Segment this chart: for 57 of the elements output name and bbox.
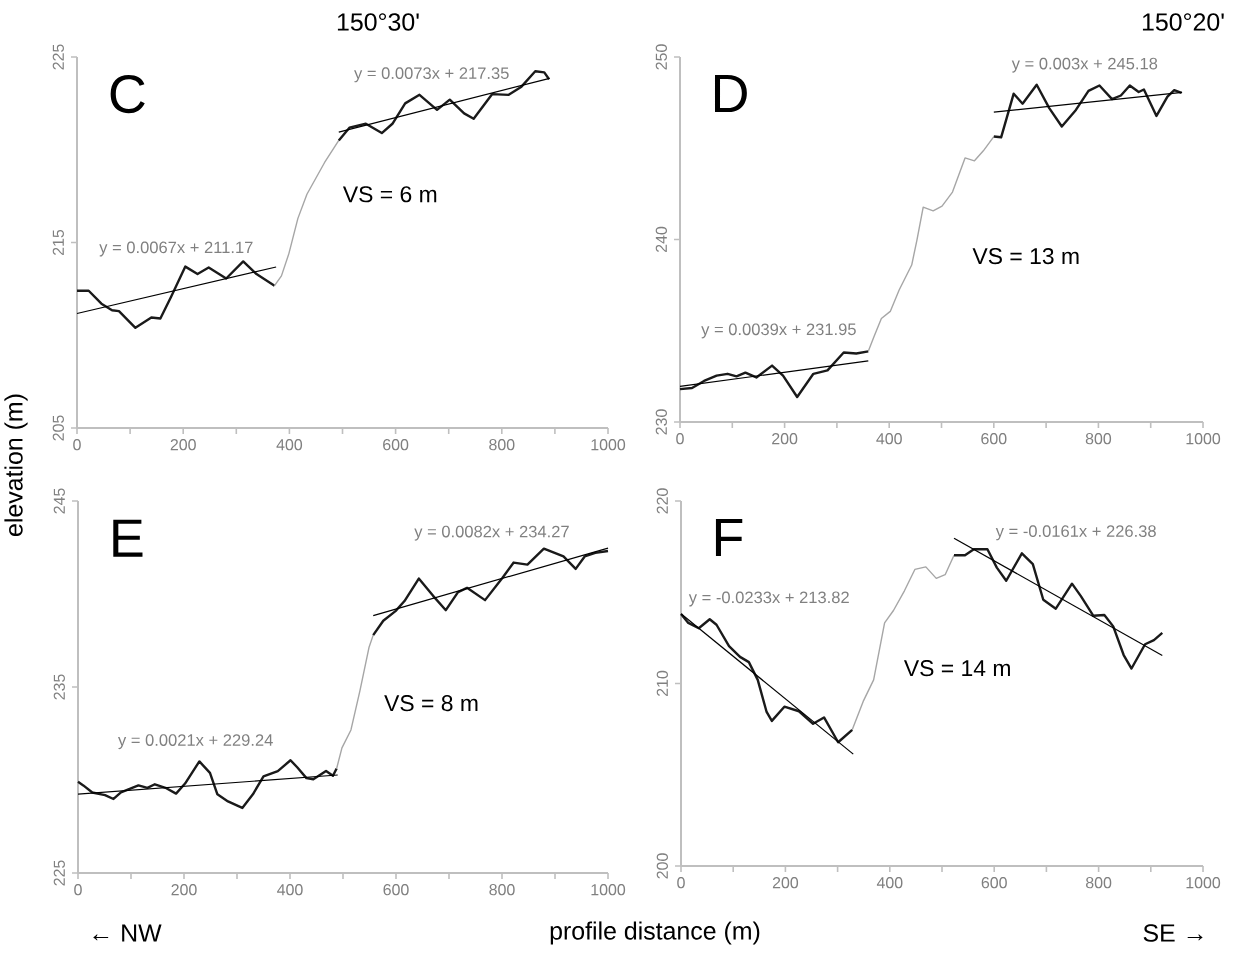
x-tick-label: 0 [74, 884, 82, 896]
x-tick-label: 400 [876, 433, 902, 445]
y-axis-title: elevation (m) [4, 394, 28, 536]
x-tick-label: 1000 [591, 884, 626, 896]
y-tick-label: 225 [53, 860, 65, 886]
x-tick-label: 200 [171, 884, 197, 896]
y-tick-label: 220 [656, 488, 668, 514]
x-tick-label: 600 [981, 877, 1007, 889]
x-tick-label: 200 [772, 877, 799, 889]
annotation: VS = 8 m [384, 695, 478, 712]
annotation: y = 0.0039x + 231.95 [701, 323, 856, 339]
y-tick-label: 250 [655, 44, 667, 70]
annotation: y = -0.0161x + 226.38 [995, 525, 1156, 541]
chart-title: F [715, 518, 743, 557]
annotation: y = 0.0067x + 211.17 [99, 241, 253, 257]
annotation: y = 0.0021x + 229.24 [117, 734, 273, 750]
x-tick-label: 0 [676, 433, 684, 445]
chart-title: D [714, 74, 747, 112]
x-tick-label: 0 [677, 877, 685, 889]
y-tick-label: 210 [656, 670, 668, 696]
y-tick-label: 205 [52, 415, 64, 441]
text: 150°30' [337, 13, 419, 31]
x-tick-label: 200 [170, 439, 196, 451]
x-axis-title: profile distance (m) [550, 921, 760, 945]
x-tick-label: 400 [276, 439, 303, 451]
x-tick-label: 600 [383, 884, 409, 896]
annotation: VS = 13 m [972, 247, 1079, 265]
y-tick-label: 240 [655, 226, 667, 252]
annotation: y = 0.003x + 245.18 [1011, 57, 1158, 73]
x-tick-label: 200 [772, 433, 798, 445]
x-tick-label: 800 [1085, 433, 1112, 445]
annotation: y = -0.0233x + 213.82 [688, 591, 849, 607]
annotation: VS = 14 m [903, 660, 1010, 677]
x-tick-label: 800 [489, 884, 515, 896]
text: SE → [1143, 924, 1203, 942]
text: ← NW [93, 924, 162, 942]
x-tick-label: 1000 [1186, 877, 1221, 889]
x-tick-label: 400 [277, 884, 303, 896]
chart-title: C [110, 75, 145, 114]
y-tick-label: 225 [52, 44, 64, 70]
x-tick-label: 600 [383, 439, 409, 451]
x-tick-label: 0 [73, 439, 81, 451]
annotation: y = 0.0073x + 217.35 [354, 67, 509, 83]
chart-title: E [113, 519, 143, 557]
x-tick-label: 1000 [1186, 433, 1221, 445]
x-tick-label: 400 [876, 877, 903, 889]
text: 150°20' [1142, 13, 1224, 31]
annotation: y = 0.0082x + 234.27 [414, 525, 569, 541]
annotation: VS = 6 m [342, 186, 437, 203]
y-tick-label: 245 [53, 488, 65, 514]
x-tick-label: 600 [981, 433, 1007, 445]
x-tick-label: 800 [1086, 877, 1112, 889]
x-tick-label: 800 [489, 439, 515, 451]
x-tick-label: 1000 [591, 439, 626, 451]
y-tick-label: 235 [53, 674, 65, 700]
y-tick-label: 215 [52, 229, 64, 255]
y-tick-label: 230 [655, 409, 667, 435]
